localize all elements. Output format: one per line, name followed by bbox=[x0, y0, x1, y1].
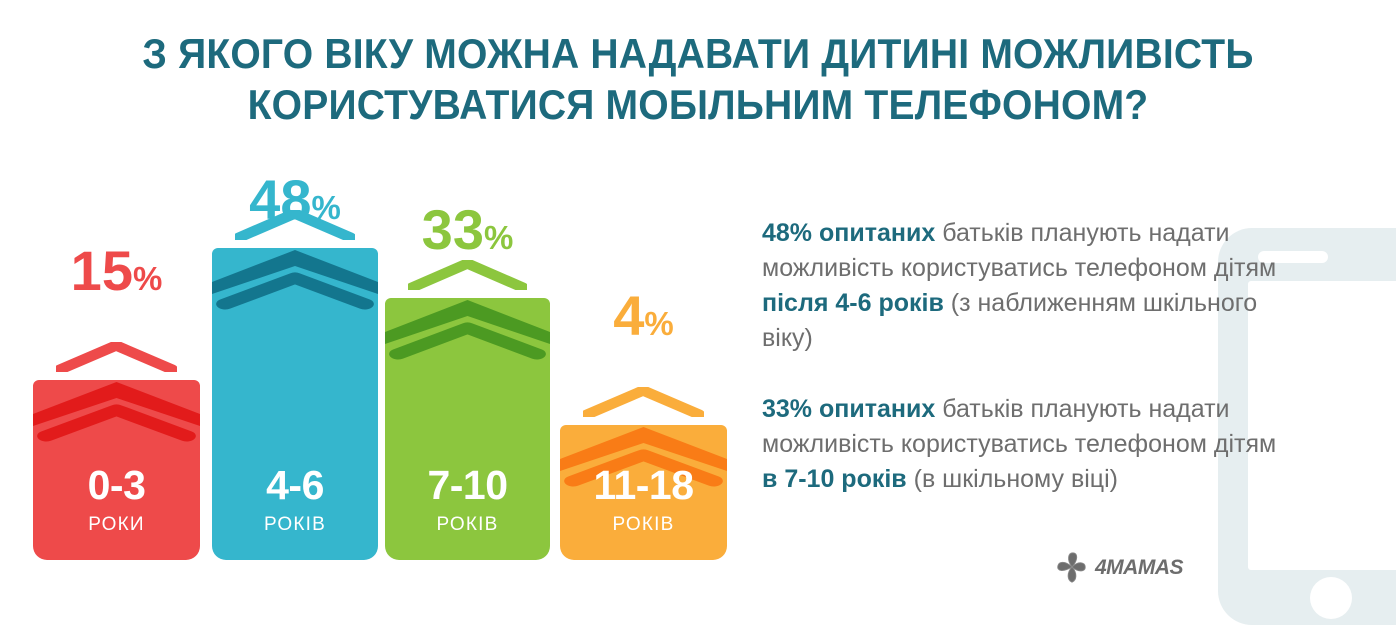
floating-chevron-icon bbox=[235, 210, 355, 240]
bar-unit-label: РОКИ bbox=[88, 514, 145, 535]
bar-column: 4-6 РОКІВ bbox=[212, 248, 378, 560]
floating-chevron-icon bbox=[583, 387, 704, 417]
bar-value-number: 4 bbox=[613, 284, 645, 347]
bar-column: 7-10 РОКІВ bbox=[385, 298, 550, 560]
bar-unit-label: РОКІВ bbox=[436, 514, 499, 535]
note-bold-lead: 48% опитаних bbox=[762, 219, 936, 247]
note-text-2: (з наближенням шкільного віку) bbox=[762, 289, 1258, 352]
bar-chevron-cap bbox=[385, 298, 550, 360]
page-title: З ЯКОГО ВІКУ МОЖНА НАДАВАТИ ДИТИНІ МОЖЛИ… bbox=[49, 28, 1347, 130]
bar-value-label: 33% bbox=[385, 202, 550, 266]
note-text-1: батьків планують надати можливість корис… bbox=[762, 395, 1277, 458]
note-item: 33% опитаних батьків планують надати мож… bbox=[762, 392, 1282, 497]
page-title-line-1: З ЯКОГО ВІКУ МОЖНА НАДАВАТИ ДИТИНІ МОЖЛИ… bbox=[142, 30, 1254, 77]
bar-category-label: 11-18 bbox=[593, 462, 694, 508]
bar-chart: 15% 0-3 РОКИ 48% 4-6 РОКІВ 33% 7-10 РОКІВ 4% 11-18… bbox=[0, 172, 740, 560]
note-bold-lead: 33% опитаних bbox=[762, 395, 936, 423]
percent-sign: % bbox=[483, 219, 514, 256]
bar-chevron-cap bbox=[33, 380, 200, 442]
note-bold-mid: після 4-6 років bbox=[762, 289, 944, 317]
note-text-1: батьків планують надати можливість корис… bbox=[762, 219, 1277, 282]
note-item: 48% опитаних батьків планують надати мож… bbox=[762, 216, 1282, 356]
note-text-2: (в шкільному віці) bbox=[906, 465, 1118, 493]
bar-chevron-cap bbox=[560, 425, 727, 487]
percent-sign: % bbox=[132, 260, 163, 297]
bar-group: 33% 7-10 РОКІВ bbox=[385, 180, 550, 560]
bar-value-number: 33 bbox=[421, 198, 484, 261]
floating-chevron-icon bbox=[56, 342, 177, 372]
bar-value-number: 15 bbox=[70, 239, 133, 302]
logo-wordmark: 4MAMAS bbox=[1095, 556, 1184, 579]
bar-unit-label: РОКІВ bbox=[612, 514, 675, 535]
bar-group: 48% 4-6 РОКІВ bbox=[212, 172, 378, 560]
phone-home-button bbox=[1310, 577, 1352, 619]
clover-icon bbox=[1053, 549, 1091, 587]
bar-value-label: 15% bbox=[33, 243, 200, 307]
note-bold-mid: в 7-10 років bbox=[762, 465, 907, 493]
page-title-line-2: КОРИСТУВАТИСЯ МОБІЛЬНИМ ТЕЛЕФОНОМ? bbox=[247, 81, 1149, 128]
brand-logo: 4MAMAS bbox=[1053, 548, 1184, 588]
bar-category-label: 0-3 bbox=[87, 462, 146, 508]
bar-value-label: 4% bbox=[560, 288, 727, 352]
bar-column: 11-18 РОКІВ bbox=[560, 425, 727, 560]
bar-group: 4% 11-18 РОКІВ bbox=[560, 180, 727, 560]
bar-chevron-cap bbox=[212, 248, 378, 310]
bar-category-label: 4-6 bbox=[266, 462, 324, 508]
floating-chevron-icon bbox=[408, 260, 527, 290]
bar-category-label: 7-10 bbox=[427, 462, 508, 508]
bar-column: 0-3 РОКИ bbox=[33, 380, 200, 560]
bar-group: 15% 0-3 РОКИ bbox=[33, 180, 200, 560]
bar-unit-label: РОКІВ bbox=[263, 514, 327, 535]
percent-sign: % bbox=[644, 305, 674, 342]
notes-panel: 48% опитаних батьків планують надати мож… bbox=[762, 216, 1282, 497]
